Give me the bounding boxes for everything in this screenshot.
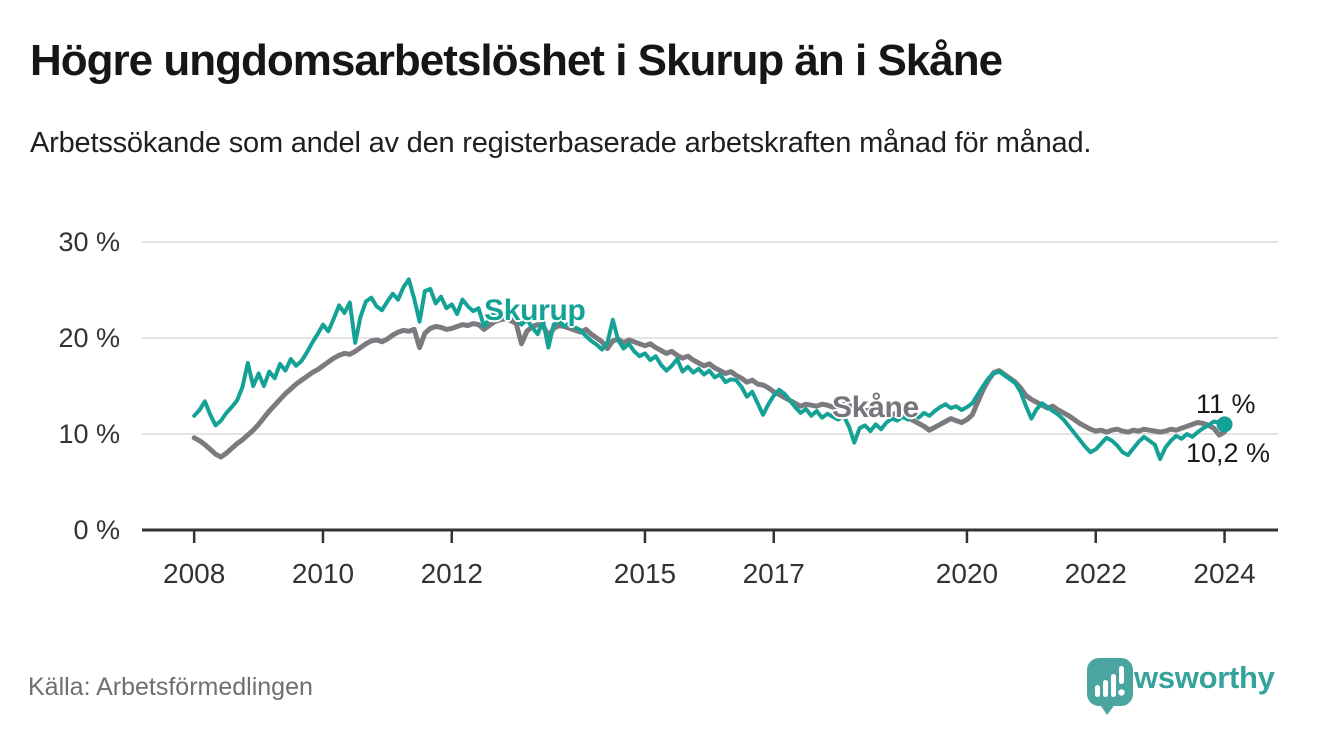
x-tick-label: 2020 xyxy=(936,558,998,589)
series-line-skane xyxy=(191,316,1227,460)
x-tick-label: 2017 xyxy=(743,558,805,589)
end-value-label-skane: 10,2 % xyxy=(1186,438,1271,468)
y-tick-label: 10 % xyxy=(58,419,120,449)
y-tick-label: 20 % xyxy=(58,323,120,353)
newsworthy-logo: Newsworthy xyxy=(1086,656,1275,715)
y-tick-label: 0 % xyxy=(73,515,120,545)
x-tick-label: 2010 xyxy=(292,558,354,589)
series-label-skurup: Skurup xyxy=(484,294,586,327)
y-tick-label: 30 % xyxy=(58,227,120,257)
series-endpoint-dot xyxy=(1216,416,1233,433)
chart-subtitle: Arbetssökande som andel av den registerb… xyxy=(30,127,1092,159)
x-tick-label: 2015 xyxy=(614,558,676,589)
newsworthy-speech-bubble-bar-chart-icon xyxy=(1087,658,1133,715)
source-note: Källa: Arbetsförmedlingen xyxy=(28,673,313,701)
x-tick-label: 2024 xyxy=(1193,558,1255,589)
series-line-skurup xyxy=(192,277,1227,461)
series-label-skane: Skåne xyxy=(832,391,919,424)
x-tick-label: 2022 xyxy=(1065,558,1127,589)
x-tick-label: 2012 xyxy=(421,558,483,589)
end-value-label-skurup: 11 % xyxy=(1196,389,1256,419)
x-tick-label: 2008 xyxy=(163,558,225,589)
page-title: Högre ungdomsarbetslöshet i Skurup än i … xyxy=(30,36,1003,85)
